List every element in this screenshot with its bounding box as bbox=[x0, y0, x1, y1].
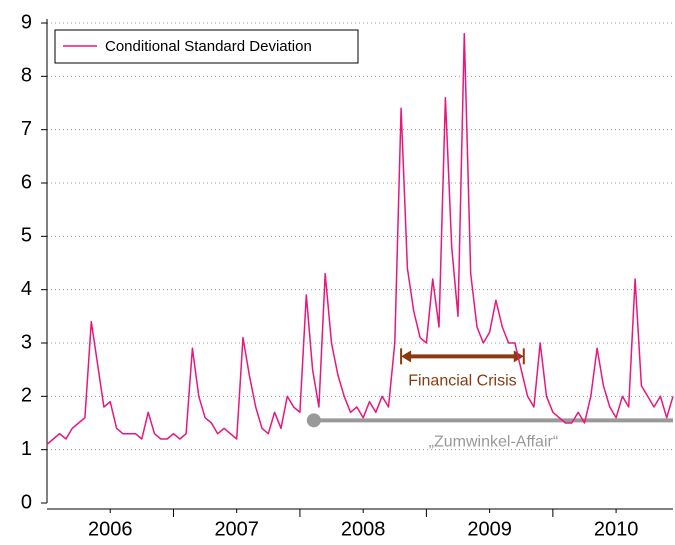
x-tick-label: 2009 bbox=[467, 518, 512, 540]
annotation-label: „Zumwinkel-Affair“ bbox=[429, 434, 559, 451]
legend-box bbox=[54, 29, 359, 64]
y-tick-label: 7 bbox=[21, 118, 32, 140]
x-tick-label: 2006 bbox=[88, 518, 133, 540]
legend-label: Conditional Standard Deviation bbox=[105, 38, 312, 55]
y-tick-label: 3 bbox=[21, 331, 32, 353]
y-tick-label: 8 bbox=[21, 65, 32, 87]
annotation-label: Financial Crisis bbox=[408, 373, 516, 390]
y-tick-label: 4 bbox=[21, 278, 32, 300]
y-tick-label: 6 bbox=[21, 171, 32, 193]
y-tick-label: 9 bbox=[21, 11, 32, 33]
y-tick-label: 2 bbox=[21, 385, 32, 407]
y-tick-label: 1 bbox=[21, 438, 32, 460]
y-tick-label: 5 bbox=[21, 225, 32, 247]
x-tick-label: 2008 bbox=[341, 518, 386, 540]
x-tick-label: 2010 bbox=[594, 518, 639, 540]
series-line bbox=[46, 32, 674, 445]
y-tick-label: 0 bbox=[21, 491, 32, 513]
annotation-dot bbox=[306, 413, 321, 428]
x-tick-label: 2007 bbox=[214, 518, 259, 540]
